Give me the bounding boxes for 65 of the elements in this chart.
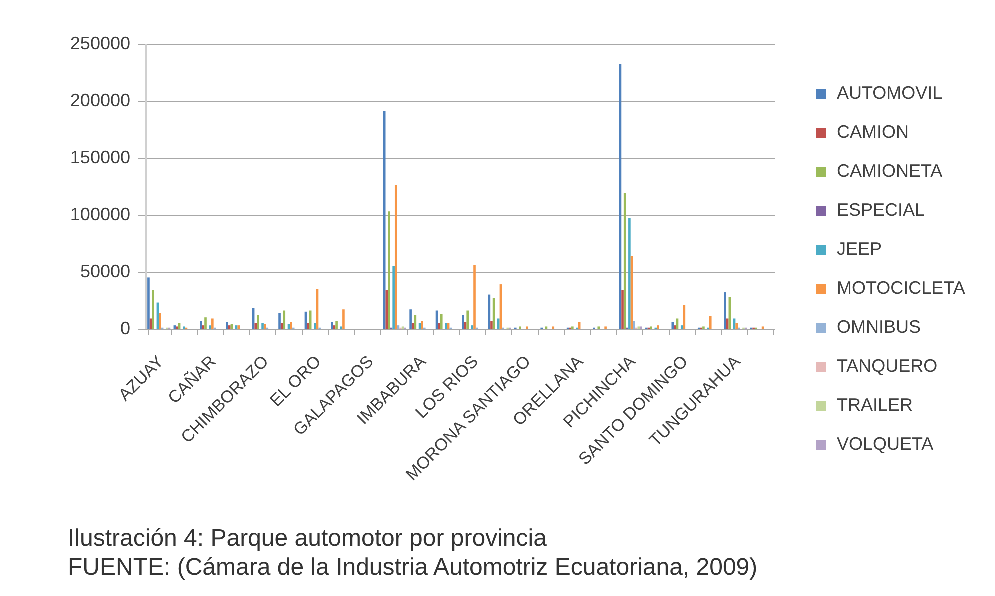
bar: [148, 278, 150, 329]
bar: [383, 111, 386, 329]
y-tick-label: 100000: [70, 204, 130, 224]
legend-label: VOLQUETA: [837, 434, 934, 454]
y-tick-label: 200000: [70, 90, 130, 110]
bar: [209, 326, 212, 329]
bar: [392, 266, 395, 329]
bar: [490, 321, 493, 329]
bar: [466, 310, 469, 329]
bar: [628, 218, 631, 329]
y-tick-label: 150000: [70, 148, 130, 168]
bar: [622, 290, 624, 329]
bar: [445, 323, 448, 329]
bar: [238, 326, 240, 329]
bar: [421, 321, 424, 329]
bar: [283, 310, 286, 329]
bar: [672, 322, 674, 329]
bar: [498, 318, 500, 329]
bar: [462, 315, 464, 329]
bar: [680, 326, 684, 329]
bar: [290, 322, 292, 329]
legend-label: OMNIBUS: [837, 317, 922, 337]
bar: [152, 290, 154, 329]
bar: [709, 316, 712, 329]
bar: [388, 212, 390, 329]
bar: [674, 326, 676, 329]
text: Ilustración 4: Parque automotor por provincia: [68, 525, 548, 552]
legend-label: JEEP: [837, 239, 882, 259]
bar: [724, 292, 726, 329]
bar: [331, 322, 334, 329]
bar: [262, 323, 264, 329]
y-tick-label: 250000: [70, 34, 130, 54]
bar: [307, 323, 310, 329]
bar: [228, 326, 231, 329]
bar: [474, 265, 476, 329]
bar: [278, 313, 281, 329]
bar: [257, 315, 260, 329]
bar: [159, 313, 162, 329]
legend-label: MOTOCICLETA: [837, 278, 966, 298]
bar: [633, 321, 636, 329]
bar: [336, 321, 338, 329]
bar: [314, 323, 316, 329]
bar: [438, 323, 440, 329]
legend-label: TANQUERO: [837, 356, 938, 376]
y-tick-label: 0: [120, 318, 130, 338]
bar: [440, 314, 443, 329]
bar: [410, 310, 412, 329]
bar: [200, 321, 202, 329]
bar: [226, 322, 229, 329]
bar: [412, 323, 414, 329]
legend-label: AUTOMOVIL: [837, 83, 943, 103]
y-tick-label: 50000: [80, 262, 130, 282]
bar: [254, 323, 258, 329]
bar: [394, 185, 398, 329]
legend-label: CAMIONETA: [837, 161, 943, 181]
bar: [212, 318, 214, 329]
bar: [657, 326, 660, 329]
bar: [736, 323, 738, 329]
bar: [204, 318, 207, 329]
source-note: FUENTE: (Cámara de la Industria Automotriz Ecuatoriana, 2009): [68, 554, 758, 581]
bar: [726, 318, 729, 329]
bar: [342, 310, 345, 329]
legend-label: CAMION: [837, 122, 909, 142]
legend-label: TRAILER: [837, 395, 914, 415]
legend-label: ESPECIAL: [837, 200, 926, 220]
